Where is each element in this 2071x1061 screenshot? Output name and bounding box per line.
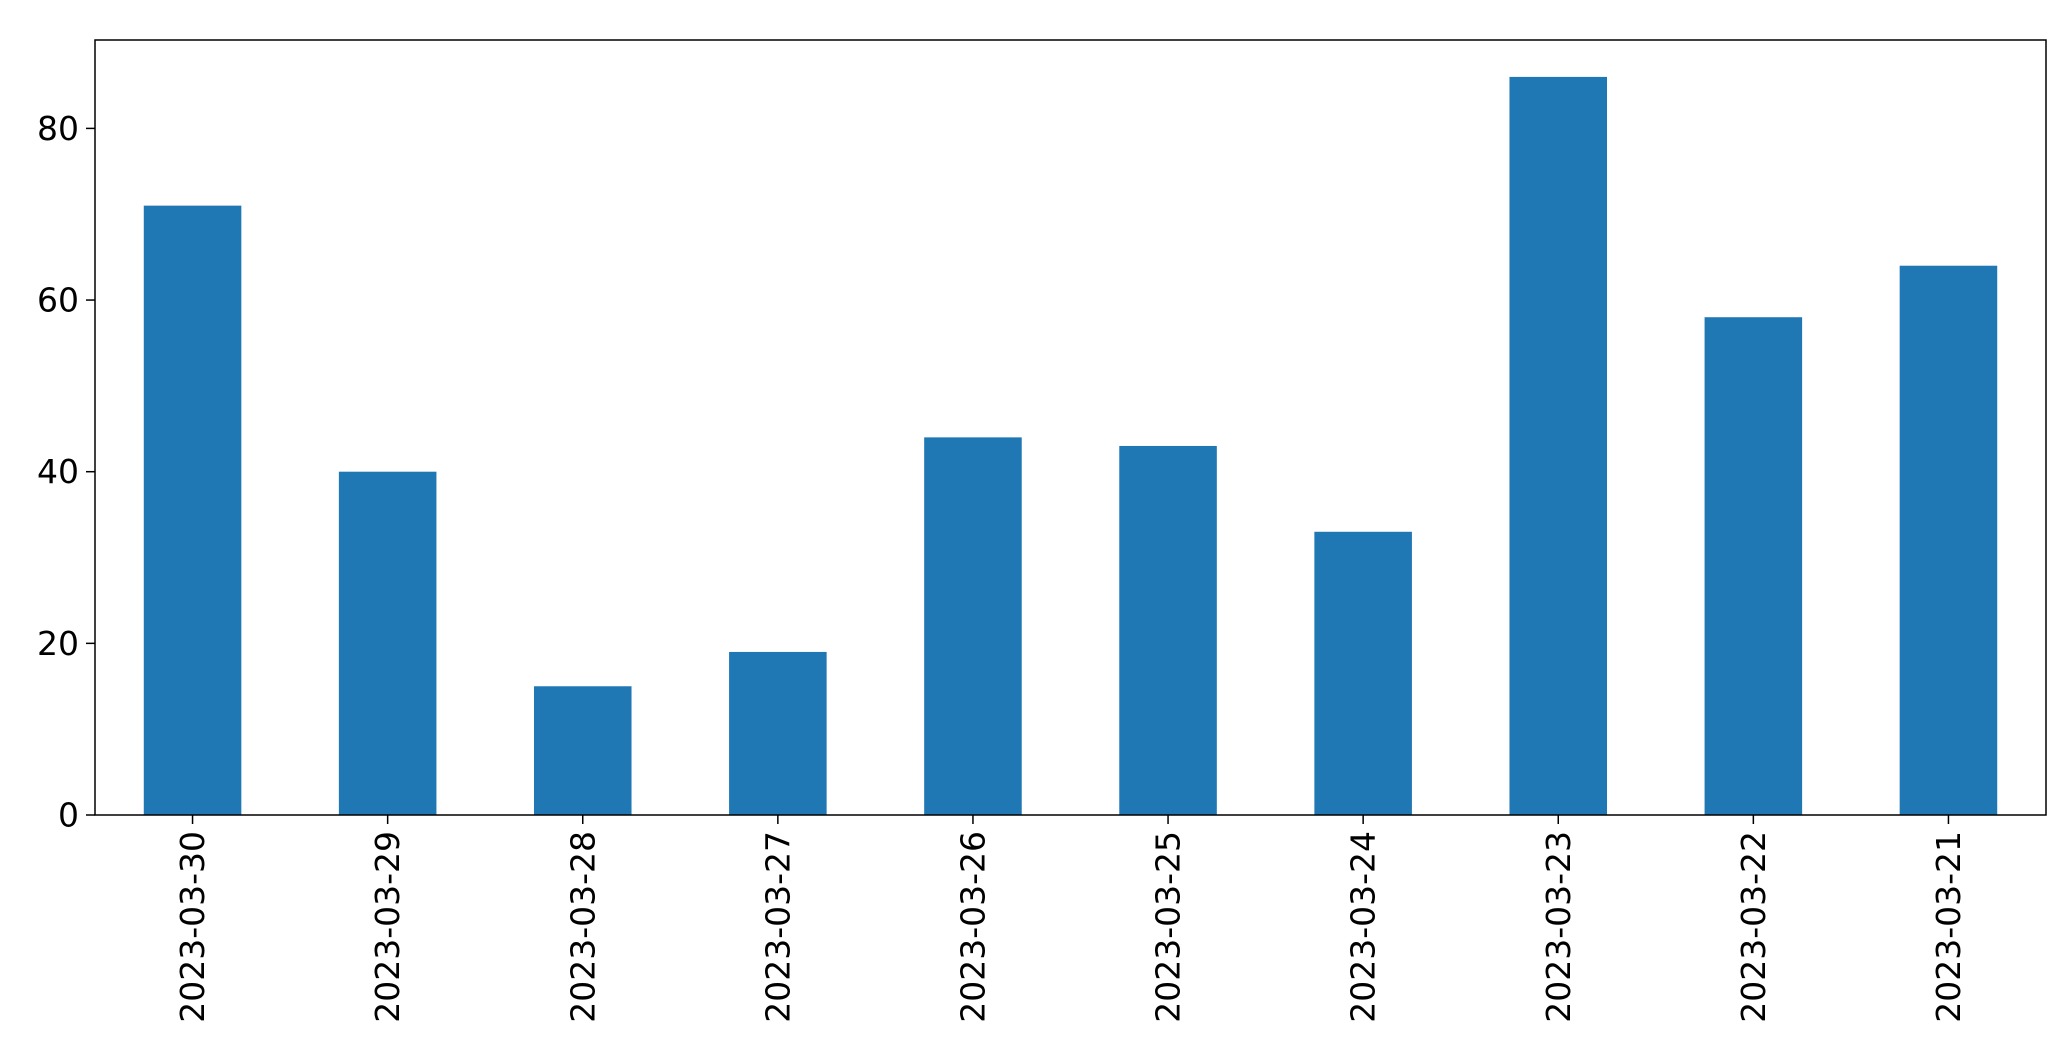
bar-2023-03-21	[1899, 265, 1998, 816]
bar-2023-03-25	[1119, 445, 1217, 815]
x-tick-label: 2023-03-22	[1734, 831, 1773, 1023]
x-tick-label: 2023-03-29	[368, 831, 407, 1023]
bar-2023-03-29	[338, 471, 437, 815]
y-tick-label: 60	[37, 281, 79, 320]
bar-2023-03-24	[1314, 531, 1412, 815]
x-tick-label: 2023-03-26	[953, 831, 992, 1023]
plot-frame	[94, 39, 2047, 816]
x-tick-label: 2023-03-28	[563, 831, 602, 1023]
bar-2023-03-28	[533, 686, 632, 815]
x-tick-label: 2023-03-21	[1929, 831, 1968, 1023]
y-axis: 0 20 40 60 80	[37, 109, 95, 835]
x-tick-label: 2023-03-23	[1539, 831, 1578, 1023]
bar-2023-03-23	[1509, 76, 1608, 815]
y-tick-label: 80	[37, 109, 79, 148]
bar-2023-03-26	[924, 437, 1022, 815]
y-tick-label: 40	[37, 452, 79, 491]
bar-2023-03-22	[1704, 317, 1803, 815]
x-tick-label: 2023-03-30	[173, 831, 212, 1023]
y-tick-label: 20	[37, 624, 79, 663]
x-tick-label: 2023-03-27	[758, 831, 797, 1023]
bar-2023-03-30	[143, 205, 242, 815]
bars-group	[143, 76, 1998, 816]
x-tick-label: 2023-03-25	[1149, 831, 1188, 1023]
x-axis: 2023-03-30 2023-03-29 2023-03-28 2023-03-27…	[173, 815, 1968, 1023]
bar-2023-03-27	[729, 651, 827, 815]
y-tick-label: 0	[58, 796, 79, 835]
x-tick-label: 2023-03-24	[1344, 831, 1383, 1023]
